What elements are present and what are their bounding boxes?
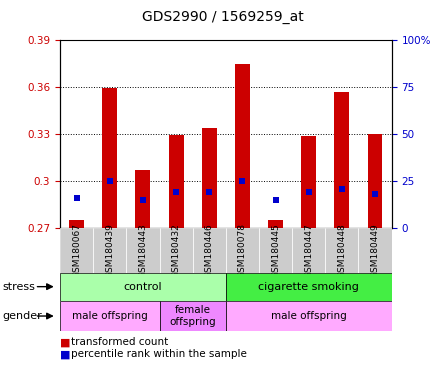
Bar [60,228,93,273]
Bar [325,228,359,273]
Bar [359,228,392,273]
Text: GSM180449: GSM180449 [371,223,380,278]
Text: male offspring: male offspring [271,311,347,321]
Bar [334,92,349,228]
Text: GSM180067: GSM180067 [72,223,81,278]
Text: transformed count: transformed count [71,337,169,347]
Bar [160,228,193,273]
Bar [60,301,160,331]
Bar [202,128,217,228]
Text: GSM180448: GSM180448 [337,223,346,278]
Bar [126,228,160,273]
Text: gender: gender [2,311,42,321]
Bar [102,88,117,228]
Bar [69,220,84,228]
Bar [193,228,226,273]
Bar [368,134,383,228]
Bar [268,220,283,228]
Bar [226,228,259,273]
Text: male offspring: male offspring [72,311,148,321]
Bar [301,136,316,228]
Bar [169,135,184,228]
Bar [226,301,392,331]
Text: ■: ■ [60,349,71,359]
Text: stress: stress [2,281,35,292]
Bar [135,170,150,228]
Bar [93,228,126,273]
Bar [60,273,226,301]
Text: GSM180447: GSM180447 [304,223,313,278]
Text: GSM180446: GSM180446 [205,223,214,278]
Text: female
offspring: female offspring [170,305,216,327]
Text: GSM180443: GSM180443 [138,223,147,278]
Text: GSM180439: GSM180439 [105,223,114,278]
Text: GSM180445: GSM180445 [271,223,280,278]
Bar [160,301,226,331]
Text: GDS2990 / 1569259_at: GDS2990 / 1569259_at [142,10,303,23]
Text: GSM180432: GSM180432 [172,223,181,278]
Bar [226,273,392,301]
Bar [259,228,292,273]
Text: ■: ■ [60,337,71,347]
Bar [235,64,250,228]
Text: percentile rank within the sample: percentile rank within the sample [71,349,247,359]
Text: GSM180078: GSM180078 [238,223,247,278]
Text: control: control [124,281,162,292]
Text: cigarette smoking: cigarette smoking [258,281,359,292]
Bar [292,228,325,273]
